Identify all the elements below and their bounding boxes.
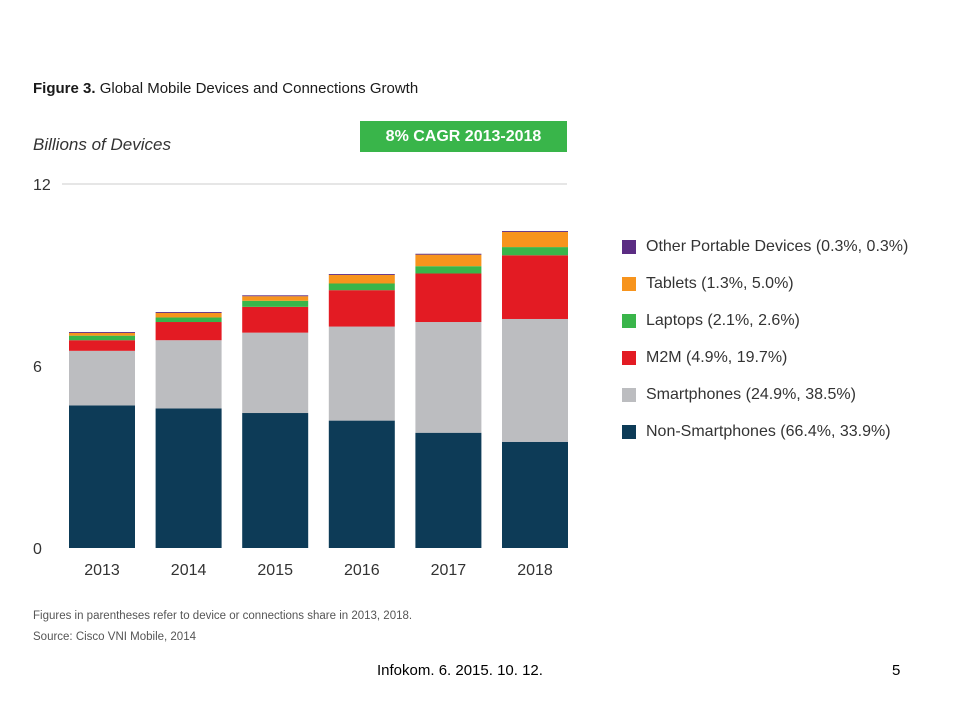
legend-swatch	[622, 276, 636, 291]
bar-segment-non-smartphones-2015	[242, 413, 309, 548]
legend-label: Non-Smartphones (66.4%, 33.9%)	[646, 422, 891, 440]
bar-segment-m2m-2017	[415, 273, 482, 323]
bar-segment-other-portable-devices-2016	[328, 274, 395, 275]
chart-legend: Other Portable Devices (0.3%, 0.3%) Table…	[622, 228, 908, 450]
bar-segment-non-smartphones-2014	[155, 408, 222, 548]
source-note: Source: Cisco VNI Mobile, 2014	[33, 631, 196, 643]
bar-segment-non-smartphones-2013	[69, 405, 135, 548]
legend-swatch	[622, 239, 636, 254]
bar-segment-other-portable-devices-2014	[155, 312, 222, 313]
bar-segment-smartphones-2017	[415, 322, 482, 433]
bar-segment-tablets-2013	[69, 332, 135, 336]
legend-item: Non-Smartphones (66.4%, 33.9%)	[622, 413, 908, 450]
bar-segment-other-portable-devices-2017	[415, 253, 482, 255]
bar-segment-non-smartphones-2017	[415, 432, 482, 548]
bar-segment-other-portable-devices-2015	[242, 295, 309, 297]
bar-segment-m2m-2018	[502, 255, 568, 319]
legend-label: Laptops (2.1%, 2.6%)	[646, 311, 800, 329]
bar-segment-m2m-2015	[242, 306, 309, 333]
legend-swatch	[622, 387, 636, 402]
bar-segment-tablets-2014	[155, 312, 222, 318]
bar-segment-smartphones-2016	[328, 326, 395, 421]
bar-segment-laptops-2013	[69, 335, 135, 341]
bar-segment-tablets-2015	[242, 296, 309, 301]
y-tick-label-6: 6	[33, 359, 42, 376]
parentheses-note: Figures in parentheses refer to device o…	[33, 610, 413, 622]
legend-item: Other Portable Devices (0.3%, 0.3%)	[622, 228, 908, 265]
x-tick-label-2017: 2017	[431, 562, 467, 579]
bar-segment-laptops-2014	[155, 317, 222, 323]
bar-segment-smartphones-2014	[155, 340, 222, 409]
bar-segment-laptops-2015	[242, 300, 309, 307]
bar-segment-other-portable-devices-2013	[69, 332, 135, 333]
bar-segment-laptops-2018	[502, 247, 568, 256]
legend-item: Smartphones (24.9%, 38.5%)	[622, 376, 908, 413]
figure-title: Figure 3. Global Mobile Devices and Conn…	[33, 80, 418, 97]
legend-label: Smartphones (24.9%, 38.5%)	[646, 385, 856, 403]
stacked-bar-chart: 0 6 12 2013 2014 2015 2016 2017 2018	[33, 177, 568, 579]
bar-segment-laptops-2017	[415, 266, 482, 274]
legend-label: M2M (4.9%, 19.7%)	[646, 348, 788, 366]
bar-segment-smartphones-2015	[242, 332, 309, 414]
legend-label: Other Portable Devices (0.3%, 0.3%)	[646, 237, 909, 255]
legend-label: Tablets (1.3%, 5.0%)	[646, 274, 794, 292]
bar-segment-m2m-2014	[155, 322, 222, 341]
bar-segment-non-smartphones-2016	[328, 420, 395, 548]
figure-title-text: Global Mobile Devices and Connections Gr…	[99, 80, 419, 97]
bar-segment-m2m-2013	[69, 340, 135, 351]
bar-segment-tablets-2017	[415, 254, 482, 267]
x-tick-label-2015: 2015	[257, 562, 293, 579]
figure-label: Figure 3.	[33, 80, 96, 97]
y-tick-label-12: 12	[33, 177, 51, 194]
y-axis-units-label: Billions of Devices	[33, 135, 171, 154]
bar-segment-tablets-2018	[502, 231, 568, 248]
bar-segment-m2m-2016	[328, 290, 395, 327]
legend-item: Laptops (2.1%, 2.6%)	[622, 302, 908, 339]
legend-swatch	[622, 424, 636, 439]
cagr-badge: 8% CAGR 2013-2018	[360, 121, 567, 152]
legend-swatch	[622, 313, 636, 328]
x-tick-label-2013: 2013	[84, 562, 120, 579]
bar-segment-non-smartphones-2018	[502, 441, 568, 548]
legend-swatch	[622, 350, 636, 365]
x-tick-label-2016: 2016	[344, 562, 380, 579]
bar-segment-laptops-2016	[328, 283, 395, 291]
page-number: 5	[892, 662, 901, 679]
footer-text: Infokom. 6. 2015. 10. 12.	[377, 662, 543, 679]
bar-segment-tablets-2016	[328, 275, 395, 284]
x-tick-label-2018: 2018	[517, 562, 553, 579]
bar-segment-other-portable-devices-2018	[502, 231, 568, 232]
x-tick-label-2014: 2014	[171, 562, 207, 579]
bar-segment-smartphones-2018	[502, 318, 568, 442]
y-tick-label-0: 0	[33, 541, 42, 558]
legend-item: M2M (4.9%, 19.7%)	[622, 339, 908, 376]
bar-segment-smartphones-2013	[69, 350, 135, 406]
legend-item: Tablets (1.3%, 5.0%)	[622, 265, 908, 302]
